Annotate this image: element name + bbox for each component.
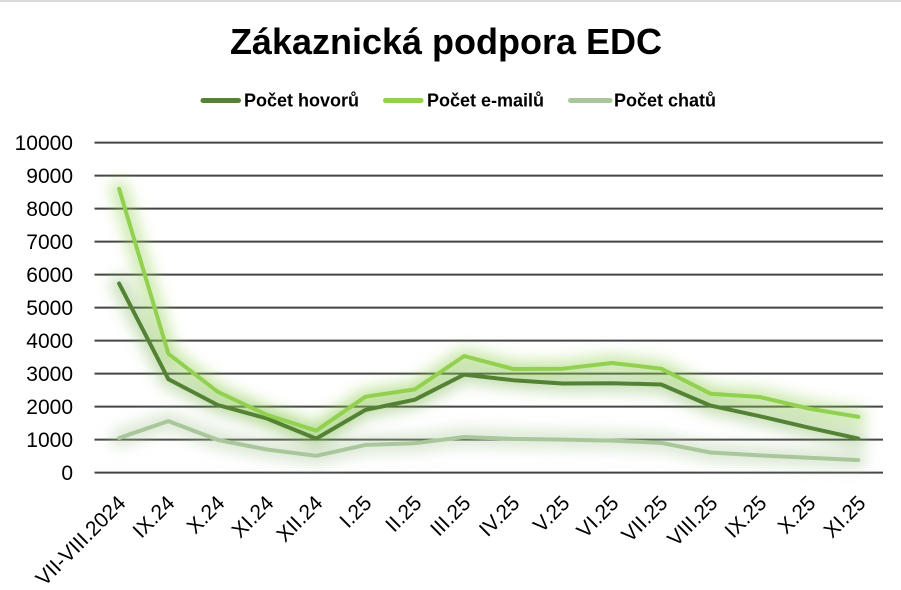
svg-text:Počet hovorů: Počet hovorů xyxy=(244,91,359,111)
svg-text:2000: 2000 xyxy=(26,396,73,419)
svg-text:Zákaznická podpora EDC: Zákaznická podpora EDC xyxy=(230,21,662,62)
svg-text:Počet e-mailů: Počet e-mailů xyxy=(427,91,544,111)
svg-text:7000: 7000 xyxy=(26,231,73,254)
svg-text:6000: 6000 xyxy=(26,264,73,287)
svg-text:8000: 8000 xyxy=(26,198,73,221)
svg-text:4000: 4000 xyxy=(26,330,73,353)
svg-text:Počet chatů: Počet chatů xyxy=(614,91,716,111)
svg-text:9000: 9000 xyxy=(26,165,73,188)
svg-text:5000: 5000 xyxy=(26,297,73,320)
svg-text:10000: 10000 xyxy=(15,132,73,155)
svg-text:3000: 3000 xyxy=(26,363,73,386)
svg-text:0: 0 xyxy=(61,462,73,485)
svg-text:1000: 1000 xyxy=(26,429,73,452)
